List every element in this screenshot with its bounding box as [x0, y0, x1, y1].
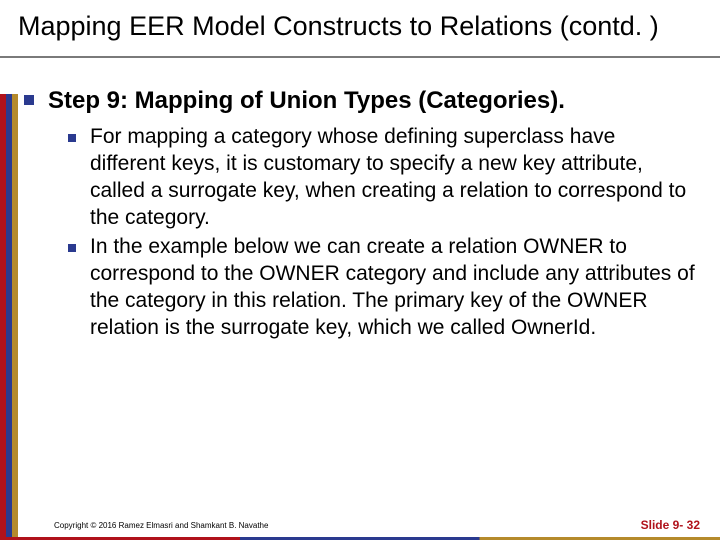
bullet-level2-group: For mapping a category whose defining su…	[24, 124, 696, 341]
square-bullet-icon	[68, 134, 76, 142]
bullet-level2-text: In the example below we can create a rel…	[90, 234, 696, 342]
copyright-text: Copyright © 2016 Ramez Elmasri and Shamk…	[54, 521, 268, 530]
body-area: Step 9: Mapping of Union Types (Categori…	[0, 58, 720, 341]
footer: Copyright © 2016 Ramez Elmasri and Shamk…	[0, 512, 720, 540]
bullet-level2: For mapping a category whose defining su…	[68, 124, 696, 232]
bullet-level2-text: For mapping a category whose defining su…	[90, 124, 696, 232]
slide-number: Slide 9- 32	[641, 518, 700, 532]
square-bullet-icon	[24, 95, 34, 105]
bullet-level1: Step 9: Mapping of Union Types (Categori…	[24, 86, 696, 116]
bullet-level1-text: Step 9: Mapping of Union Types (Categori…	[48, 86, 565, 116]
square-bullet-icon	[68, 244, 76, 252]
slide: Mapping EER Model Constructs to Relation…	[0, 0, 720, 540]
title-area: Mapping EER Model Constructs to Relation…	[0, 0, 720, 58]
slide-title: Mapping EER Model Constructs to Relation…	[18, 10, 702, 42]
bullet-level2: In the example below we can create a rel…	[68, 234, 696, 342]
